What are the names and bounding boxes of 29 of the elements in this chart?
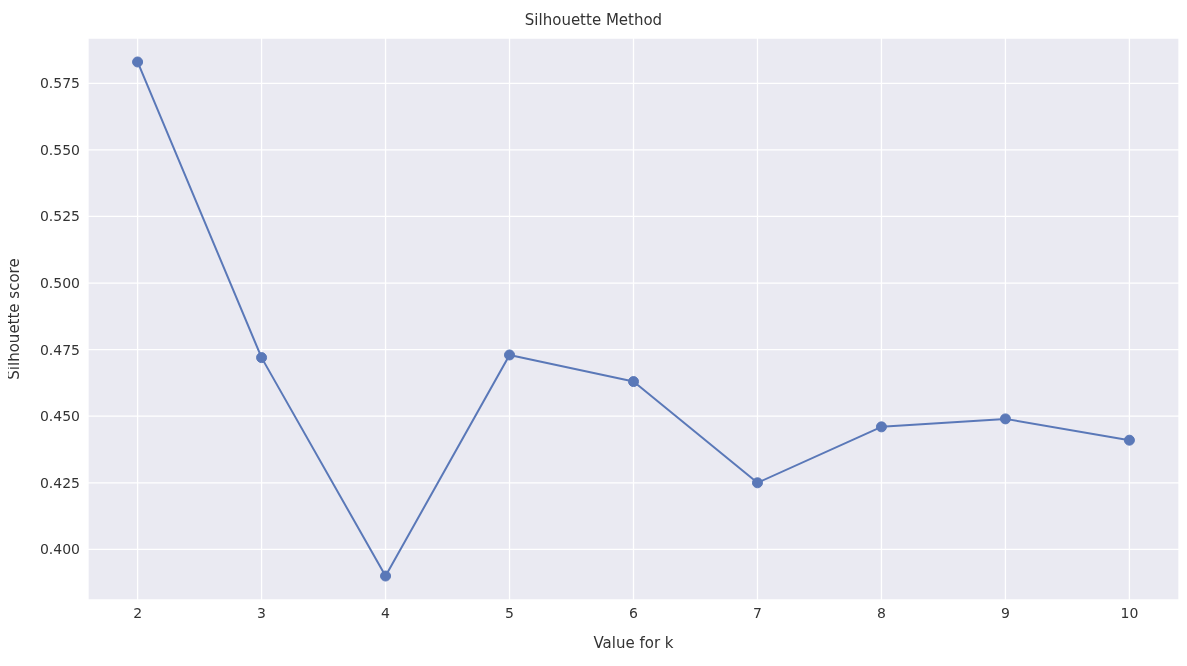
y-tick-label: 0.525 [39,208,80,225]
y-tick-label: 0.400 [39,541,80,558]
x-tick-label: 3 [257,604,267,621]
y-tick-label: 0.450 [39,408,80,425]
point [504,349,516,361]
chart-title: Silhouette Method [523,10,664,31]
x-tick-label: 8 [876,604,886,621]
y-tick-label: 0.500 [39,275,80,292]
x-tick-label: 5 [505,604,514,621]
point [132,56,144,68]
point [256,352,268,364]
point [751,477,763,489]
x-tick-label: 2 [133,604,143,621]
x-tick-label: 4 [381,604,391,621]
point [380,570,392,582]
y-tick-label: 0.550 [39,141,80,158]
y-tick-label: 0.575 [39,75,80,92]
y-tick-label: 0.475 [39,341,80,358]
y-tick-label: 0.425 [39,474,80,491]
x-tick-label: 7 [753,604,762,621]
x-axis-title: Value for k [593,634,674,652]
x-tick-label: 10 [1120,604,1139,621]
x-tick-label: 9 [1000,604,1010,621]
point [999,413,1011,425]
point [875,421,887,433]
y-axis-title: Silhouette score [5,258,24,380]
x-tick-label: 6 [629,604,639,621]
point [628,376,639,388]
point [1123,434,1135,446]
